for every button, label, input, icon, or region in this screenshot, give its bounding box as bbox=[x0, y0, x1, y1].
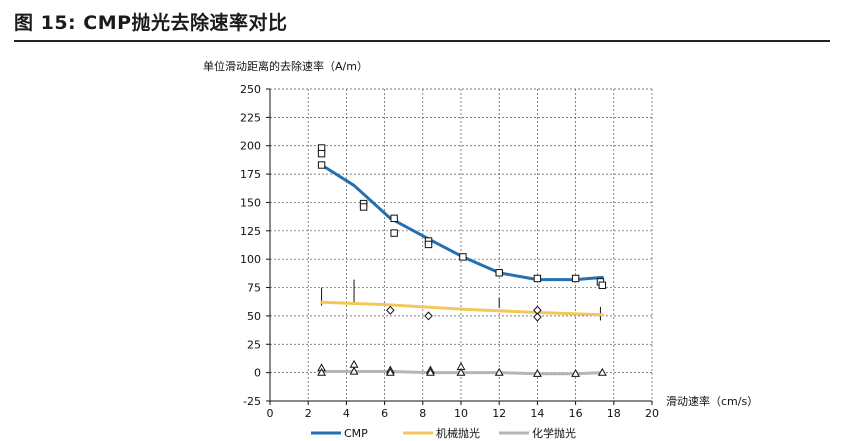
data-point-square bbox=[390, 214, 398, 223]
legend: CMP 机械抛光 化学抛光 bbox=[311, 426, 576, 440]
x-tick-label: 16 bbox=[569, 407, 583, 420]
data-point-triangle bbox=[597, 367, 607, 376]
data-point-square bbox=[495, 269, 503, 277]
y-tick-label: 125 bbox=[240, 225, 261, 238]
data-point-diamond bbox=[533, 312, 542, 322]
series-1 bbox=[320, 279, 604, 322]
x-tick-label: 8 bbox=[419, 407, 426, 420]
y-tick-label: 250 bbox=[240, 83, 261, 96]
y-tick-label: 75 bbox=[247, 282, 261, 295]
x-tick-label: 10 bbox=[454, 407, 468, 420]
data-point-square bbox=[317, 161, 326, 169]
data-point-triangle bbox=[571, 368, 581, 377]
grid bbox=[270, 88, 653, 401]
y-tick-label: 175 bbox=[240, 168, 261, 181]
x-tick-label: 12 bbox=[492, 407, 506, 420]
data-point-triangle bbox=[456, 367, 466, 376]
data-point-triangle bbox=[532, 368, 542, 377]
y-tick-label: 100 bbox=[240, 253, 261, 266]
figure-header: 图 15: CMP抛光去除速率对比 bbox=[14, 2, 830, 42]
data-point-square bbox=[317, 149, 326, 158]
y-tick-label: 200 bbox=[240, 140, 261, 153]
series-2 bbox=[317, 359, 607, 377]
x-tick-label: 18 bbox=[607, 407, 621, 420]
figure-title: 图 15: CMP抛光去除速率对比 bbox=[14, 12, 288, 34]
x-tick-label: 0 bbox=[267, 407, 274, 420]
data-point-square bbox=[598, 281, 607, 289]
axes: -25 0 25 50 75 100 125 150 175 200 225 250 0 2 4 6 8 10 12… bbox=[240, 83, 659, 420]
data-point-triangle bbox=[494, 367, 504, 376]
series-layer bbox=[317, 144, 607, 377]
legend-label: 化学抛光 bbox=[532, 426, 576, 440]
x-axis-label: 滑动速率（cm/s） bbox=[666, 394, 758, 408]
data-point-triangle bbox=[317, 367, 327, 376]
y-tick-label: -25 bbox=[243, 395, 261, 408]
data-point-square bbox=[359, 203, 368, 211]
data-point-square bbox=[459, 253, 467, 261]
series-line bbox=[320, 163, 604, 282]
data-point-triangle bbox=[349, 359, 359, 368]
data-point-diamond bbox=[424, 311, 433, 321]
data-point-square bbox=[571, 274, 580, 283]
series-0 bbox=[317, 144, 607, 289]
x-tick-label: 6 bbox=[381, 407, 388, 420]
y-axis-label: 单位滑动距离的去除速率（A/m） bbox=[203, 59, 368, 73]
data-point-triangle bbox=[349, 366, 359, 375]
x-tick-label: 14 bbox=[530, 407, 544, 420]
x-tick-label: 2 bbox=[305, 407, 312, 420]
x-tick-label: 20 bbox=[645, 407, 659, 420]
data-point-square bbox=[424, 240, 433, 249]
series-line bbox=[320, 370, 604, 376]
x-tick-label: 4 bbox=[343, 407, 350, 420]
data-point-triangle bbox=[385, 367, 395, 376]
legend-label: CMP bbox=[344, 427, 368, 440]
y-tick-label: 225 bbox=[240, 111, 261, 124]
data-point-diamond bbox=[386, 305, 395, 315]
series-line bbox=[320, 300, 604, 317]
data-point-square bbox=[390, 229, 398, 237]
legend-label: 机械抛光 bbox=[436, 426, 480, 440]
data-point-square bbox=[533, 274, 542, 283]
y-tick-label: 0 bbox=[254, 367, 261, 380]
y-tick-label: 150 bbox=[240, 196, 261, 209]
y-tick-label: 25 bbox=[247, 338, 261, 351]
y-tick-label: 50 bbox=[247, 310, 261, 323]
data-point-triangle bbox=[425, 367, 435, 376]
